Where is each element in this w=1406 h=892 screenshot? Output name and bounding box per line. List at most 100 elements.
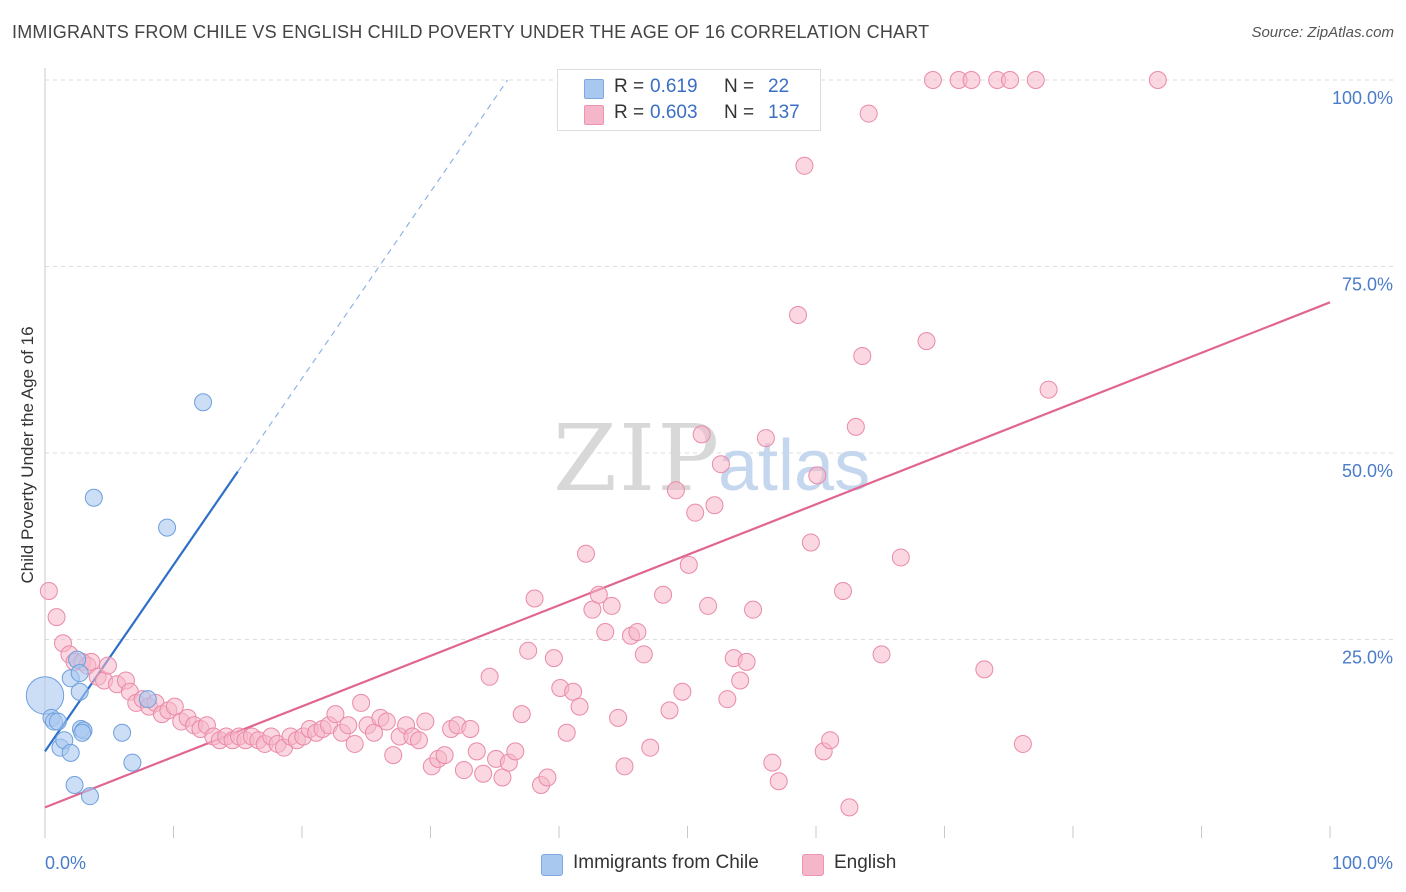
data-point-english [962, 71, 981, 89]
trend-line-english [44, 301, 1331, 809]
data-point-chile [70, 682, 89, 701]
data-point-english [544, 649, 563, 668]
legend-r-value: 0.619 [650, 76, 698, 97]
data-point-english [1013, 734, 1032, 753]
data-point-chile [113, 723, 132, 742]
data-point-english [602, 596, 621, 615]
data-point-english [686, 503, 705, 522]
data-point-english [641, 738, 660, 757]
data-point-english [165, 697, 184, 716]
data-point-english [576, 544, 595, 563]
legend-label-chile: Immigrants from Chile [573, 852, 759, 873]
data-points [25, 71, 1167, 817]
data-point-english [789, 305, 808, 324]
legend-n-value: 22 [768, 76, 790, 97]
data-point-english [699, 596, 718, 615]
data-point-english [364, 723, 383, 742]
legend-label-english: English [834, 852, 897, 873]
data-point-english [975, 660, 994, 679]
data-point-english [654, 585, 673, 604]
data-point-english [808, 466, 827, 485]
data-point-english [821, 731, 840, 750]
y-tick-label: 25.0% [1342, 648, 1393, 668]
data-point-english [474, 764, 493, 783]
data-point-english [833, 582, 852, 601]
data-point-english [454, 761, 473, 780]
data-point-english [679, 555, 698, 574]
stats-legend: R = 0.619 N = 22 R = 0.603 N = 137 [557, 69, 821, 131]
trend-lines [44, 79, 1331, 809]
data-point-chile [158, 518, 177, 537]
data-point-english [660, 701, 679, 720]
data-point-english [493, 768, 512, 787]
data-point-english [339, 716, 358, 735]
y-tick-label: 75.0% [1342, 275, 1393, 295]
data-point-english [596, 623, 615, 642]
data-point-english [39, 582, 58, 601]
legend-swatch-chile [541, 854, 563, 876]
data-point-chile [73, 723, 92, 742]
data-point-english [345, 734, 364, 753]
data-point-english [467, 742, 486, 761]
legend-n-label: N = [724, 76, 755, 97]
data-point-english [744, 600, 763, 619]
data-point-english [525, 589, 544, 608]
data-point-english [512, 705, 531, 724]
data-point-english [1001, 71, 1020, 89]
data-point-english [756, 429, 775, 448]
tick-labels: 25.0% 50.0% 75.0% 100.0% 0.0% 100.0% [45, 88, 1393, 873]
data-point-chile [138, 690, 157, 709]
data-point-english [763, 753, 782, 772]
x-tick-label: 100.0% [1332, 853, 1393, 873]
trend-line-chile [44, 471, 239, 753]
legend-r-label: R = [614, 76, 645, 97]
data-point-english [615, 757, 634, 776]
data-point-chile [84, 488, 103, 507]
data-point-english [377, 712, 396, 731]
legend-n-label: N = [724, 102, 755, 123]
data-point-english [872, 645, 891, 664]
data-point-english [853, 347, 872, 366]
data-point-english [718, 690, 737, 709]
data-point-english [589, 585, 608, 604]
data-point-english [609, 708, 628, 727]
data-point-english [384, 746, 403, 765]
data-point-english [891, 548, 910, 567]
data-point-chile [123, 753, 142, 772]
trend-line-chile-extension [237, 79, 509, 472]
legend-swatch-english [584, 105, 604, 125]
data-point-english [564, 682, 583, 701]
data-point-english [1148, 71, 1167, 89]
data-point-english [557, 723, 576, 742]
legend-r-value: 0.603 [650, 102, 698, 123]
data-point-english [795, 156, 814, 175]
legend-n-value: 137 [768, 102, 800, 123]
data-point-english [538, 768, 557, 787]
data-point-english [506, 742, 525, 761]
watermark: ZIP atlas [553, 405, 870, 512]
data-point-english [731, 671, 750, 690]
data-point-english [634, 645, 653, 664]
legend-swatch-chile [584, 79, 604, 99]
data-point-english [1026, 71, 1045, 89]
watermark-zip: ZIP [553, 405, 721, 512]
data-point-english [859, 104, 878, 123]
data-point-english [519, 641, 538, 660]
y-tick-label: 100.0% [1332, 88, 1393, 108]
data-point-english [352, 693, 371, 712]
data-point-chile [194, 393, 213, 412]
legend-swatch-english [802, 854, 824, 876]
data-point-english [480, 667, 499, 686]
data-point-english [673, 682, 692, 701]
data-point-english [769, 772, 788, 791]
data-point-english [98, 656, 117, 675]
data-point-english [570, 697, 589, 716]
data-point-english [692, 425, 711, 444]
data-point-english [711, 455, 730, 474]
chart-title: IMMIGRANTS FROM CHILE VS ENGLISH CHILD P… [12, 22, 930, 42]
data-point-chile [65, 775, 84, 794]
legend-r-label: R = [614, 102, 645, 123]
data-point-chile [61, 743, 80, 762]
data-point-english [801, 533, 820, 552]
data-point-english [435, 746, 454, 765]
